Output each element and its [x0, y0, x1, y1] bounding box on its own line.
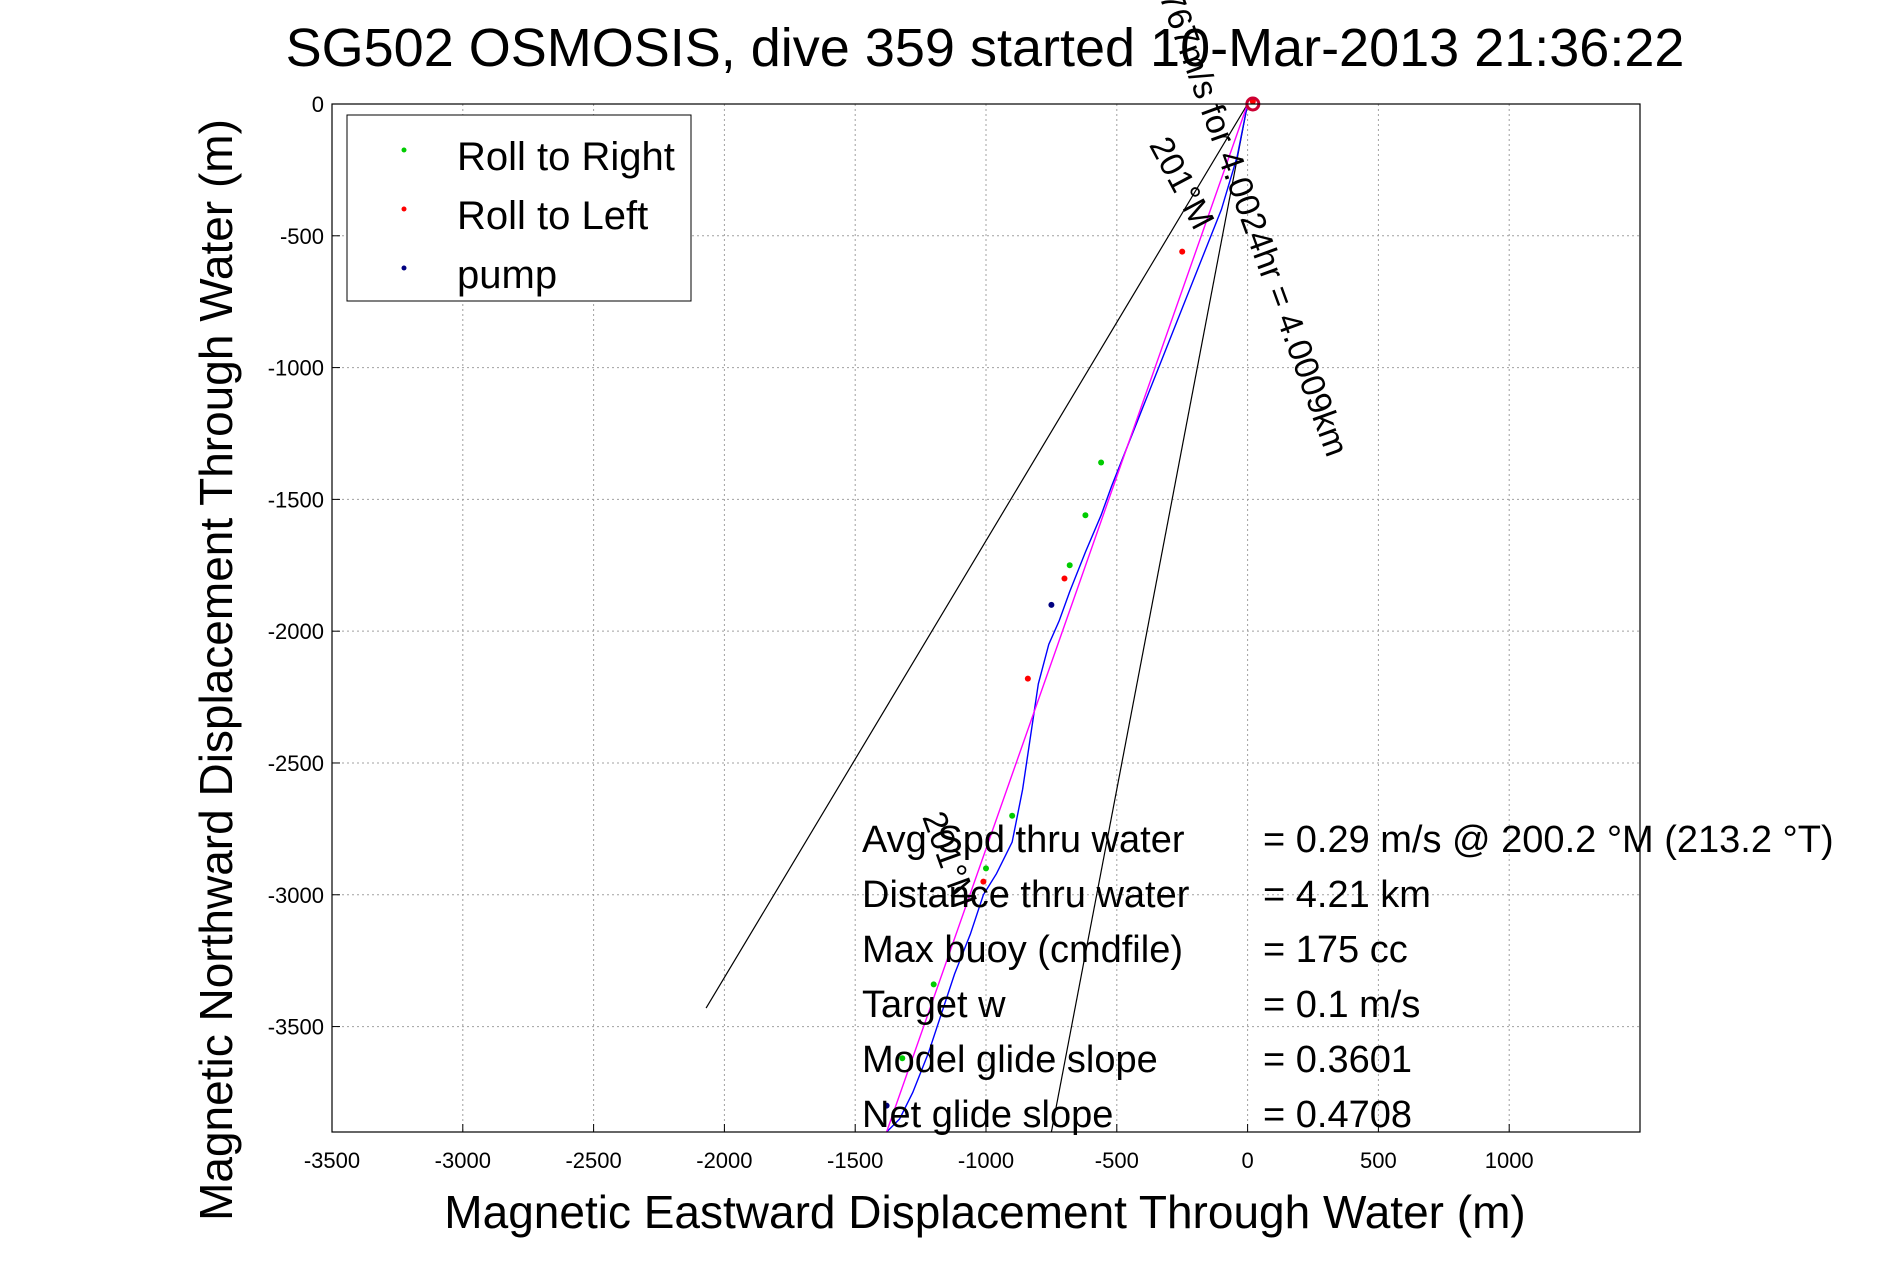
legend-marker: [401, 206, 407, 212]
stat-value: = 0.29 m/s @ 200.2 °M (213.2 °T): [1263, 819, 1834, 861]
data-point: [1048, 601, 1055, 608]
y-tick-label: 0: [312, 92, 324, 117]
y-tick-label: -3000: [268, 883, 324, 908]
bearing-line: [1050, 103, 1249, 1133]
x-tick-label: 500: [1360, 1148, 1397, 1173]
data-point: [1179, 248, 1186, 255]
data-point: [930, 981, 937, 988]
x-tick-label: -3000: [435, 1148, 491, 1173]
y-ticks: 0 -500 -1000 -1500 -2000 -2500 -3000 -3500: [268, 92, 340, 1040]
annotations: 201°M0.27767m/s for 4.0024hr = 4.0009km2…: [915, 0, 1356, 912]
stat-label: Model glide slope: [862, 1039, 1158, 1081]
y-tick-label: -1000: [268, 356, 324, 381]
x-tick-label: -2500: [565, 1148, 621, 1173]
y-tick-label: -1500: [268, 487, 324, 512]
plot-markers: [883, 96, 1261, 1109]
data-point: [1061, 575, 1068, 582]
y-tick-label: -500: [280, 224, 324, 249]
stat-value: = 4.21 km: [1263, 874, 1431, 916]
x-tick-label: -2000: [696, 1148, 752, 1173]
chart-title: SG502 OSMOSIS, dive 359 started 10-Mar-2…: [286, 18, 1685, 78]
stats-block: Avg Spd thru water = 0.29 m/s @ 200.2 °M …: [862, 819, 1834, 1136]
data-point: [1024, 675, 1031, 682]
stat-value: = 175 cc: [1263, 929, 1408, 971]
y-tick-label: -3500: [268, 1015, 324, 1040]
legend-label: Roll to Right: [457, 135, 675, 179]
grid: [331, 103, 1640, 1132]
legend: Roll to Right Roll to Left pump: [346, 114, 692, 302]
stat-value: = 0.1 m/s: [1263, 984, 1420, 1026]
x-tick-label: -3500: [304, 1148, 360, 1173]
stat-label: Max buoy (cmdfile): [862, 929, 1183, 971]
x-tick-label: 0: [1241, 1148, 1253, 1173]
legend-label: Roll to Left: [457, 194, 648, 238]
data-point: [1249, 98, 1256, 105]
stat-label: Net glide slope: [862, 1094, 1113, 1136]
series-line-1: [885, 103, 1249, 1133]
data-point: [1082, 512, 1089, 519]
legend-marker: [401, 265, 407, 271]
data-point: [1098, 459, 1105, 466]
stat-label: Target w: [862, 984, 1006, 1026]
data-point: [883, 1102, 890, 1109]
x-tick-label: -1000: [958, 1148, 1014, 1173]
stat-value: = 0.3601: [1263, 1039, 1412, 1081]
x-ticks: -3500 -3000 -2500 -2000 -1500 -1000 -500 0 500 10…: [304, 1124, 1534, 1173]
stat-label: Avg Spd thru water: [862, 819, 1185, 861]
legend-label: pump: [457, 253, 557, 297]
data-point: [1009, 812, 1016, 819]
series-line-0: [886, 103, 1249, 1133]
plot-lines: [705, 103, 1249, 1133]
y-tick-label: -2500: [268, 751, 324, 776]
stat-label: Distance thru water: [862, 874, 1190, 916]
x-tick-label: -1500: [827, 1148, 883, 1173]
y-axis-label: Magnetic Northward Displacement Through …: [190, 119, 242, 1221]
legend-marker: [401, 147, 407, 153]
bearing-line: [705, 103, 1249, 1009]
data-point: [980, 878, 987, 885]
data-point: [1066, 562, 1073, 569]
x-axis-label: Magnetic Eastward Displacement Through W…: [444, 1186, 1525, 1238]
stat-value: = 0.4708: [1263, 1094, 1412, 1136]
x-tick-label: -500: [1095, 1148, 1139, 1173]
x-tick-label: 1000: [1485, 1148, 1534, 1173]
data-point: [983, 865, 989, 872]
data-point: [899, 1055, 906, 1062]
y-tick-label: -2000: [268, 619, 324, 644]
